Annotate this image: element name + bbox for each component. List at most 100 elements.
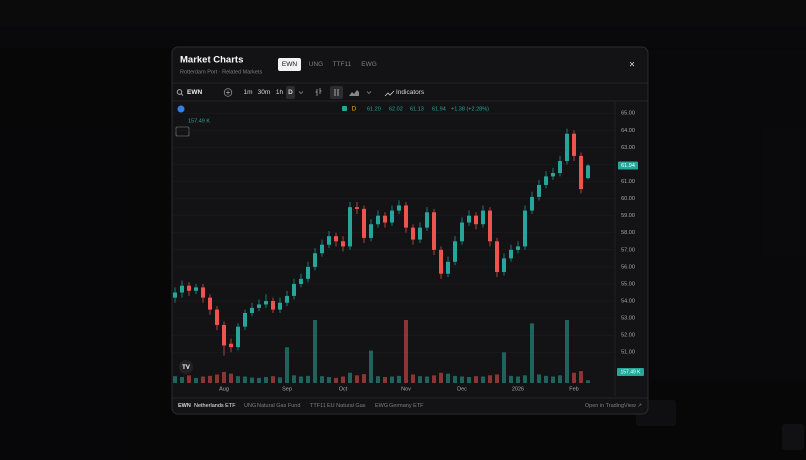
tv-logo bbox=[179, 360, 193, 374]
volume-bar bbox=[208, 375, 212, 383]
volume-bar bbox=[467, 377, 471, 383]
volume-bar bbox=[173, 376, 177, 383]
candle-body bbox=[208, 297, 212, 310]
x-tick-label: Feb bbox=[569, 386, 578, 392]
candle-body bbox=[201, 287, 205, 298]
legend-open: 61.20 bbox=[367, 106, 381, 112]
volume-bar bbox=[257, 377, 261, 383]
volume-bar bbox=[418, 376, 422, 383]
legend-low: 61.13 bbox=[410, 106, 424, 112]
candles-icon-bg[interactable] bbox=[330, 86, 343, 99]
interval[interactable]: 1m bbox=[243, 89, 252, 96]
volume-bar bbox=[334, 377, 338, 383]
footer-symbol: UNG bbox=[244, 403, 256, 409]
footer-name: EU Natural Gas bbox=[327, 403, 366, 409]
candle-body bbox=[390, 210, 394, 223]
x-tick-label: Nov bbox=[401, 386, 411, 392]
candle-body bbox=[453, 241, 457, 262]
candle-body bbox=[397, 205, 401, 211]
y-tick-label: 63.00 bbox=[621, 145, 635, 151]
candle-body bbox=[572, 133, 576, 156]
volume-bar bbox=[572, 372, 576, 383]
footer-name: Germany ETF bbox=[389, 403, 424, 409]
volume-bar bbox=[390, 376, 394, 383]
volume-bar bbox=[523, 375, 527, 383]
price-label: 61.94 bbox=[621, 163, 635, 169]
candle-body bbox=[229, 343, 233, 348]
volume-bar bbox=[383, 377, 387, 383]
indicators-button[interactable]: Indicators bbox=[396, 89, 425, 96]
volume-bar bbox=[278, 377, 282, 383]
volume-bar bbox=[229, 373, 233, 383]
modal bbox=[171, 46, 649, 415]
search-icon bbox=[176, 89, 183, 95]
tab[interactable]: TTF11 bbox=[333, 61, 352, 68]
volume-bar bbox=[488, 375, 492, 383]
tab[interactable]: EWG bbox=[361, 61, 377, 68]
interval-active[interactable] bbox=[286, 86, 295, 99]
candle-body bbox=[271, 301, 275, 310]
volume-bar bbox=[558, 375, 562, 383]
tradingview-link[interactable]: Open in TradingView ↗ bbox=[585, 403, 642, 409]
volume-bar bbox=[306, 375, 310, 383]
candle-body bbox=[180, 285, 184, 293]
volume-bar bbox=[551, 376, 555, 383]
volume-bar bbox=[565, 320, 569, 383]
footer-name: Netherlands ETF bbox=[194, 403, 236, 409]
volume-legend: 157.49 K bbox=[188, 118, 210, 124]
candle-body bbox=[362, 208, 366, 238]
candle-body bbox=[537, 184, 541, 197]
candle-body bbox=[523, 210, 527, 247]
volume-bar bbox=[579, 371, 583, 383]
candle-body bbox=[432, 212, 436, 250]
candle-body bbox=[341, 241, 345, 247]
candle-body bbox=[320, 244, 324, 254]
y-tick-label: 54.00 bbox=[621, 299, 635, 305]
collapse-button[interactable] bbox=[175, 126, 190, 137]
candle-body bbox=[509, 249, 513, 259]
bars-icon[interactable] bbox=[315, 88, 322, 96]
y-tick-label: 55.00 bbox=[621, 281, 635, 287]
candle-body bbox=[369, 224, 373, 238]
symbol-search[interactable]: EWN bbox=[187, 89, 202, 96]
candle-body bbox=[488, 210, 492, 242]
tab[interactable]: UNG bbox=[309, 61, 323, 68]
volume-bar bbox=[187, 375, 191, 383]
area-icon[interactable] bbox=[349, 90, 359, 96]
volume-bar bbox=[481, 376, 485, 383]
y-tick-label: 59.00 bbox=[621, 213, 635, 219]
interval[interactable]: 1h bbox=[276, 89, 284, 96]
close-button[interactable]: × bbox=[629, 60, 635, 71]
candle-body bbox=[446, 261, 450, 274]
x-tick-label: Oct bbox=[339, 386, 348, 392]
volume-bar bbox=[243, 376, 247, 383]
y-tick-label: 53.00 bbox=[621, 316, 635, 322]
tab[interactable]: EWN bbox=[282, 61, 297, 68]
volume-bar bbox=[313, 320, 317, 383]
volume-bar bbox=[397, 375, 401, 383]
volume-bar bbox=[292, 375, 296, 383]
info-icon[interactable] bbox=[177, 105, 185, 113]
candle-body bbox=[194, 287, 198, 291]
volume-bar bbox=[236, 376, 240, 383]
candle-body bbox=[222, 324, 226, 346]
candle-body bbox=[467, 215, 471, 223]
candle-body bbox=[502, 258, 506, 273]
interval[interactable]: D bbox=[288, 89, 293, 96]
candle-body bbox=[404, 205, 408, 228]
indicators-icon[interactable] bbox=[384, 90, 395, 97]
y-tick-label: 61.00 bbox=[621, 179, 635, 185]
dropdown-icon[interactable] bbox=[298, 91, 304, 94]
volume-bar bbox=[530, 323, 534, 383]
y-tick-label: 57.00 bbox=[621, 247, 635, 253]
add-icon[interactable] bbox=[223, 88, 233, 97]
candle-body bbox=[418, 227, 422, 240]
legend-change: +1.38 (+2.28%) bbox=[451, 106, 489, 112]
candle-body bbox=[544, 176, 548, 185]
tab-active[interactable] bbox=[278, 58, 301, 71]
candle-body bbox=[460, 222, 464, 242]
dropdown-icon[interactable] bbox=[366, 91, 372, 94]
interval[interactable]: 30m bbox=[258, 89, 271, 96]
candle-body bbox=[579, 155, 583, 190]
